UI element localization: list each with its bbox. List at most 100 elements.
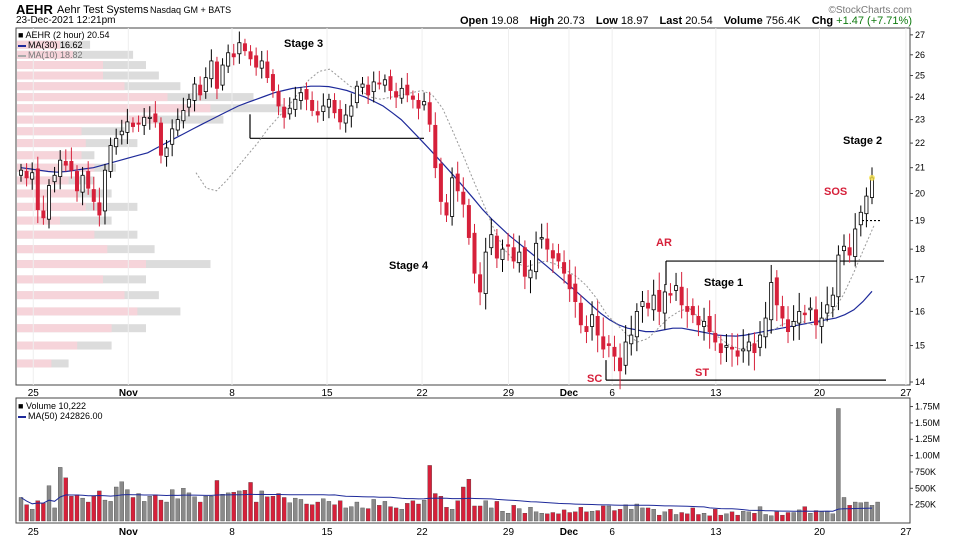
candle-body (427, 102, 432, 125)
volume-bar (774, 511, 779, 522)
chart-header-quote: 23-Dec-2021 12:21pm Open 19.08 High 20.7… (0, 15, 960, 28)
vbp-bar-red (17, 176, 69, 185)
candle-body (41, 210, 46, 219)
volume-bar (158, 499, 164, 522)
candle-body (310, 100, 315, 111)
candle-body (321, 105, 326, 113)
volume-icon: ■ (18, 401, 24, 411)
volume-bar (595, 510, 600, 522)
candle-body (276, 91, 281, 107)
price-tick-label: 21 (915, 163, 925, 173)
volume-bar (808, 513, 813, 522)
candle-body (58, 159, 63, 177)
candle-body (422, 101, 427, 106)
candle-body (130, 122, 135, 127)
volume-bar (360, 507, 365, 522)
volume-by-price-bars (17, 40, 284, 368)
candle-body (198, 84, 203, 96)
candle-body (298, 92, 303, 101)
candle-body (114, 137, 119, 148)
volume-bar (259, 490, 264, 522)
annotation-stage-4: Stage 4 (389, 260, 429, 272)
volume-bar (388, 506, 393, 522)
candle-body (573, 283, 578, 302)
volume-bar (528, 507, 533, 522)
quote-date: 23-Dec-2021 12:21pm (16, 15, 116, 26)
candle-body (248, 51, 253, 60)
volume-bar (696, 514, 701, 522)
volume-bar (326, 501, 332, 522)
volume-bar (287, 502, 292, 522)
volume-bar (74, 494, 80, 522)
volume-bar (444, 507, 449, 522)
candle-body (52, 174, 57, 183)
volume-bar (634, 503, 640, 522)
volume-bars (18, 408, 880, 522)
x-tick-label: 29 (503, 388, 515, 399)
volume-tick-label: 500K (915, 483, 936, 493)
candle-body (371, 81, 376, 93)
volume-bar (713, 509, 718, 522)
company-name: Aehr Test Systems (57, 4, 149, 16)
volume-bar (214, 480, 220, 522)
vbp-bar-red (17, 202, 86, 211)
volume-bar (780, 514, 785, 522)
low-label: Low (595, 15, 618, 27)
candle-body (819, 317, 824, 327)
volume-bar (746, 511, 751, 522)
candle-body (550, 250, 555, 259)
volume-bar (662, 511, 667, 522)
volume-bar (136, 493, 141, 522)
volume-bar (606, 505, 612, 522)
volume-tick-label: 1.25M (915, 434, 940, 444)
chart-frames (15, 27, 911, 524)
x-tick-label: 6 (609, 388, 615, 399)
volume-bar (724, 513, 729, 522)
vbp-bar-red (17, 341, 78, 350)
candle-body (735, 350, 740, 357)
volume-bar (466, 478, 472, 522)
volume-bar (35, 500, 40, 522)
x-tick-label: Nov (119, 527, 138, 538)
volume-bar (24, 504, 29, 522)
volume-bar (690, 507, 695, 522)
horizontal-levels (249, 114, 886, 381)
volume-bar (315, 501, 320, 522)
volume-bar (668, 509, 673, 522)
candle-body (382, 79, 387, 86)
volume-bar (847, 505, 852, 522)
candle-body (690, 306, 695, 316)
volume-bar (203, 495, 208, 522)
candle-body (741, 348, 746, 352)
brand-watermark[interactable]: ©StockCharts.com (828, 5, 912, 16)
volume-bar (449, 509, 455, 522)
volume-bar (253, 501, 259, 522)
volume-bar (365, 508, 371, 522)
volume-bar (405, 503, 410, 522)
volume-bar (304, 503, 309, 522)
volume-bar (735, 514, 740, 522)
volume-tick-label: 750K (915, 467, 936, 477)
volume-bar (584, 511, 589, 522)
candle-body (181, 110, 186, 122)
price-tick-label: 14 (915, 377, 925, 387)
candle-body (618, 357, 623, 372)
candle-body (332, 100, 337, 114)
volume-bar (511, 505, 516, 522)
candle-body (399, 87, 404, 99)
volume-bar (567, 512, 572, 522)
volume-bar (343, 507, 348, 522)
candle-body (634, 311, 639, 338)
x-tick-label: 13 (710, 388, 722, 399)
candle-body (584, 326, 589, 333)
candle-body (220, 64, 225, 86)
volume-tick-label: 1.00M (915, 451, 940, 461)
last-price-marker (869, 174, 875, 181)
volume-tick-label: 1.50M (915, 418, 940, 428)
candle-body (612, 346, 617, 357)
vbp-bar-red (17, 50, 73, 59)
x-tick-label: 8 (229, 388, 235, 399)
volume-bar (231, 492, 236, 522)
candle-body (657, 289, 662, 312)
